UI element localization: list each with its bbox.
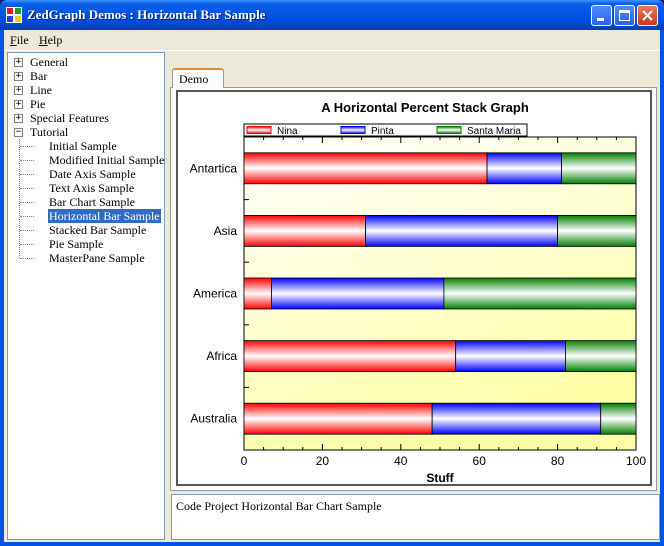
legend-label: Santa Maria: [467, 126, 521, 137]
x-tick-label: 20: [316, 454, 330, 468]
menu-file-label: ile: [16, 33, 29, 47]
bar-segment-nina: [243, 340, 457, 373]
tree-node-label[interactable]: Modified Initial Sample: [49, 153, 165, 167]
category-label: Asia: [214, 224, 238, 238]
bar-segment-santa-maria: [443, 277, 637, 310]
tree-connector: [20, 146, 34, 147]
tree-node-label[interactable]: Horizontal Bar Sample: [47, 208, 162, 224]
x-tick-label: 60: [473, 454, 487, 468]
x-tick-label: 0: [241, 454, 248, 468]
legend-swatch: [436, 126, 462, 134]
expand-icon[interactable]: +: [14, 113, 23, 123]
tab-control: Demo A Horizontal Percent Stack Graph Nin…: [167, 56, 658, 492]
collapse-icon[interactable]: −: [14, 127, 23, 137]
bar-segment-pinta: [271, 277, 445, 310]
tree-connector: [20, 258, 34, 259]
tree-node-label[interactable]: Bar: [30, 69, 48, 83]
x-tick-label: 80: [551, 454, 565, 468]
app-icon[interactable]: [6, 7, 22, 23]
close-button[interactable]: [637, 5, 658, 26]
menu-file-accel: F: [10, 33, 17, 47]
maximize-button[interactable]: [614, 5, 635, 26]
tree-connector: [19, 139, 20, 258]
maximize-icon: [619, 10, 630, 21]
graph-control[interactable]: A Horizontal Percent Stack Graph Nina Pint…: [176, 90, 652, 486]
menu-bar: File Help: [4, 30, 660, 51]
tree-connector: [20, 160, 34, 161]
tree-node-label[interactable]: Initial Sample: [49, 139, 117, 153]
legend-swatch: [246, 126, 272, 134]
legend-label: Nina: [277, 126, 298, 137]
category-label: Antartica: [190, 161, 238, 175]
expand-icon[interactable]: +: [14, 99, 23, 109]
demo-tree[interactable]: + General + Bar + Line + Pie + Special Features − T…: [7, 52, 165, 540]
bar-segment-pinta: [455, 340, 566, 373]
description-box[interactable]: Code Project Horizontal Bar Chart Sample: [171, 494, 660, 540]
bar-segment-nina: [243, 215, 366, 247]
menu-file[interactable]: File: [10, 33, 29, 48]
tree-connector: [20, 188, 34, 189]
bar-segment-pinta: [486, 152, 562, 185]
menu-help-accel: H: [39, 33, 48, 47]
category-label: Australia: [190, 412, 237, 426]
tree-node-label[interactable]: Tutorial: [30, 125, 69, 139]
bar-segment-nina: [243, 402, 433, 435]
expand-icon[interactable]: +: [14, 85, 23, 95]
bar-segment-santa-maria: [565, 340, 637, 373]
tree-node-label[interactable]: Stacked Bar Sample: [49, 223, 147, 237]
expand-icon[interactable]: +: [14, 57, 23, 67]
tree-connector: [20, 216, 34, 217]
legend-label: Pinta: [371, 126, 394, 137]
legend-swatch: [340, 126, 366, 134]
chart-title: A Horizontal Percent Stack Graph: [321, 100, 529, 115]
tree-node-label[interactable]: General: [30, 55, 68, 69]
bar-segment-nina: [243, 152, 488, 185]
tree-node-label[interactable]: MasterPane Sample: [49, 251, 145, 265]
tree-connector: [20, 202, 34, 203]
bar-segment-santa-maria: [561, 152, 637, 185]
tree-node-label[interactable]: Date Axis Sample: [49, 167, 136, 181]
menu-help[interactable]: Help: [39, 33, 62, 48]
title-bar[interactable]: ZedGraph Demos : Horizontal Bar Sample: [0, 0, 664, 30]
minimize-icon: [597, 18, 604, 21]
tree-node-label[interactable]: Line: [30, 83, 52, 97]
bar-segment-pinta: [365, 215, 559, 247]
category-label: Africa: [206, 349, 237, 363]
tree-connector: [20, 230, 34, 231]
category-label: America: [193, 287, 237, 301]
x-tick-label: 40: [394, 454, 408, 468]
bar-segment-pinta: [431, 402, 602, 435]
close-icon: [642, 10, 653, 21]
tree-node-label[interactable]: Special Features: [30, 111, 109, 125]
x-tick-label: 100: [626, 454, 646, 468]
bar-segment-santa-maria: [600, 402, 637, 435]
tab-demo[interactable]: Demo: [172, 68, 224, 88]
menu-help-label: elp: [47, 33, 63, 47]
window-title: ZedGraph Demos : Horizontal Bar Sample: [27, 7, 266, 22]
tree-node-label[interactable]: Pie Sample: [49, 237, 104, 251]
tree-node-label[interactable]: Pie: [30, 97, 46, 111]
x-axis-label: Stuff: [426, 471, 454, 484]
horizontal-bar-chart: A Horizontal Percent Stack Graph Nina Pint…: [190, 100, 647, 485]
tree-node-label[interactable]: Text Axis Sample: [49, 181, 135, 195]
tree-connector: [20, 244, 34, 245]
client-area: File Help + General + Bar + Line + Pie + Special …: [4, 30, 660, 542]
minimize-button[interactable]: [591, 5, 612, 26]
expand-icon[interactable]: +: [14, 71, 23, 81]
bar-segment-nina: [243, 277, 272, 310]
tree-connector: [20, 174, 34, 175]
bar-segment-santa-maria: [557, 215, 637, 247]
tree-node-label[interactable]: Bar Chart Sample: [49, 195, 135, 209]
